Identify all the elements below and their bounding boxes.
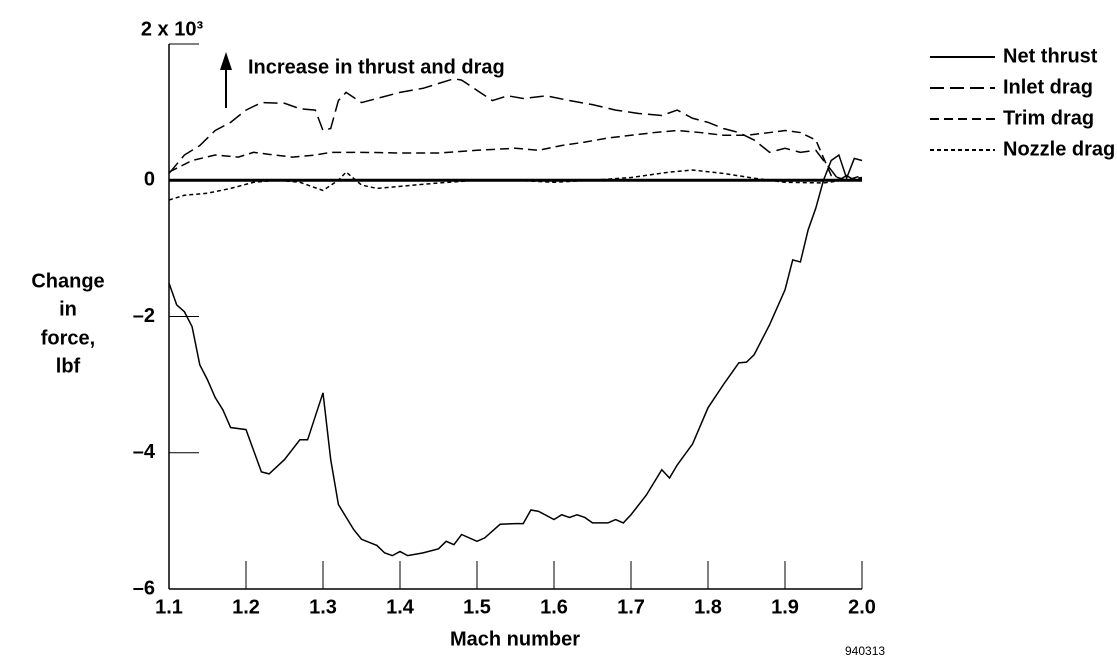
x-tick-label: 1.1 — [155, 596, 183, 618]
legend-label: Net thrust — [1003, 45, 1098, 67]
y-axis-title: lbf — [56, 355, 81, 377]
series-line — [168, 77, 863, 182]
x-tick-label: 1.7 — [617, 596, 645, 618]
annotation-arrowhead — [220, 52, 232, 70]
y-tick-label: 0 — [144, 169, 155, 191]
x-tick-label: 1.5 — [463, 596, 491, 618]
annotation: Increase in thrust and drag — [248, 56, 505, 78]
series-line — [168, 153, 863, 557]
x-tick-label: 1.4 — [386, 596, 415, 618]
y-tick-label: –2 — [133, 305, 155, 327]
x-tick-label: 1.9 — [771, 596, 799, 618]
y-axis-title: Change — [31, 270, 104, 292]
y-axis-title: in — [59, 298, 77, 320]
figure-id: 940313 — [845, 644, 885, 658]
legend-label: Trim drag — [1003, 107, 1094, 129]
y-tick-label: 2 x 10³ — [141, 18, 204, 40]
y-axis-title: force, — [41, 327, 95, 349]
x-tick-label: 1.6 — [540, 596, 568, 618]
x-tick-label: 2.0 — [848, 596, 876, 618]
series-line — [168, 129, 863, 182]
series-line — [168, 169, 863, 201]
y-tick-label: –4 — [133, 441, 156, 463]
x-axis-title: Mach number — [450, 628, 580, 650]
legend-label: Nozzle drag — [1003, 138, 1115, 160]
y-tick-label: –6 — [133, 577, 155, 599]
legend-label: Inlet drag — [1003, 76, 1093, 98]
x-tick-label: 1.8 — [694, 596, 722, 618]
x-tick-label: 1.2 — [232, 596, 260, 618]
x-tick-label: 1.3 — [309, 596, 337, 618]
